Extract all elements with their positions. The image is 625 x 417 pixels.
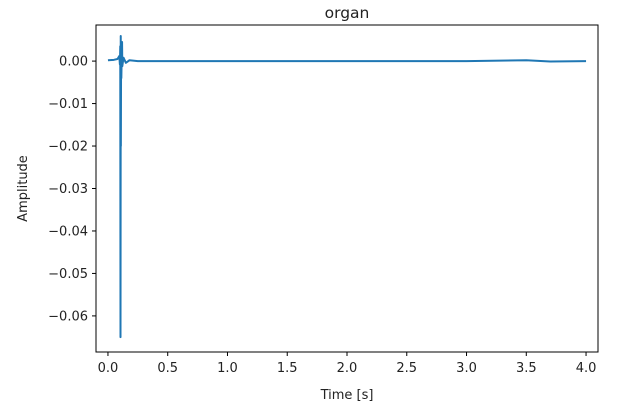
y-tick-label: 0.00: [59, 55, 88, 70]
y-tick-label: −0.04: [48, 224, 88, 239]
chart-title: organ: [325, 4, 370, 22]
x-axis: 0.0 0.5 1.0 1.5 2.0 2.5 3.0 3.5 4.0: [98, 352, 597, 376]
y-tick-label: −0.05: [48, 267, 88, 282]
x-tick-label: 1.5: [277, 361, 298, 376]
x-axis-label: Time [s]: [320, 388, 374, 403]
y-tick-label: −0.01: [48, 97, 88, 112]
x-tick-label: 0.5: [157, 361, 178, 376]
x-tick-label: 4.0: [576, 361, 597, 376]
plot-area: [96, 25, 598, 352]
series-layer: [107, 35, 587, 339]
x-tick-label: 2.0: [337, 361, 358, 376]
series-line: [107, 35, 587, 339]
x-tick-label: 3.5: [516, 361, 537, 376]
x-tick-label: 2.5: [396, 361, 417, 376]
y-axis: 0.00 −0.01 −0.02 −0.03 −0.04 −0.05 −0.06: [48, 55, 96, 324]
x-tick-label: 1.0: [217, 361, 238, 376]
y-tick-label: −0.03: [48, 182, 88, 197]
x-tick-label: 0.0: [98, 361, 119, 376]
y-tick-label: −0.06: [48, 309, 88, 324]
y-tick-label: −0.02: [48, 140, 88, 155]
x-tick-label: 3.0: [456, 361, 477, 376]
y-axis-label: Amplitude: [16, 155, 31, 222]
